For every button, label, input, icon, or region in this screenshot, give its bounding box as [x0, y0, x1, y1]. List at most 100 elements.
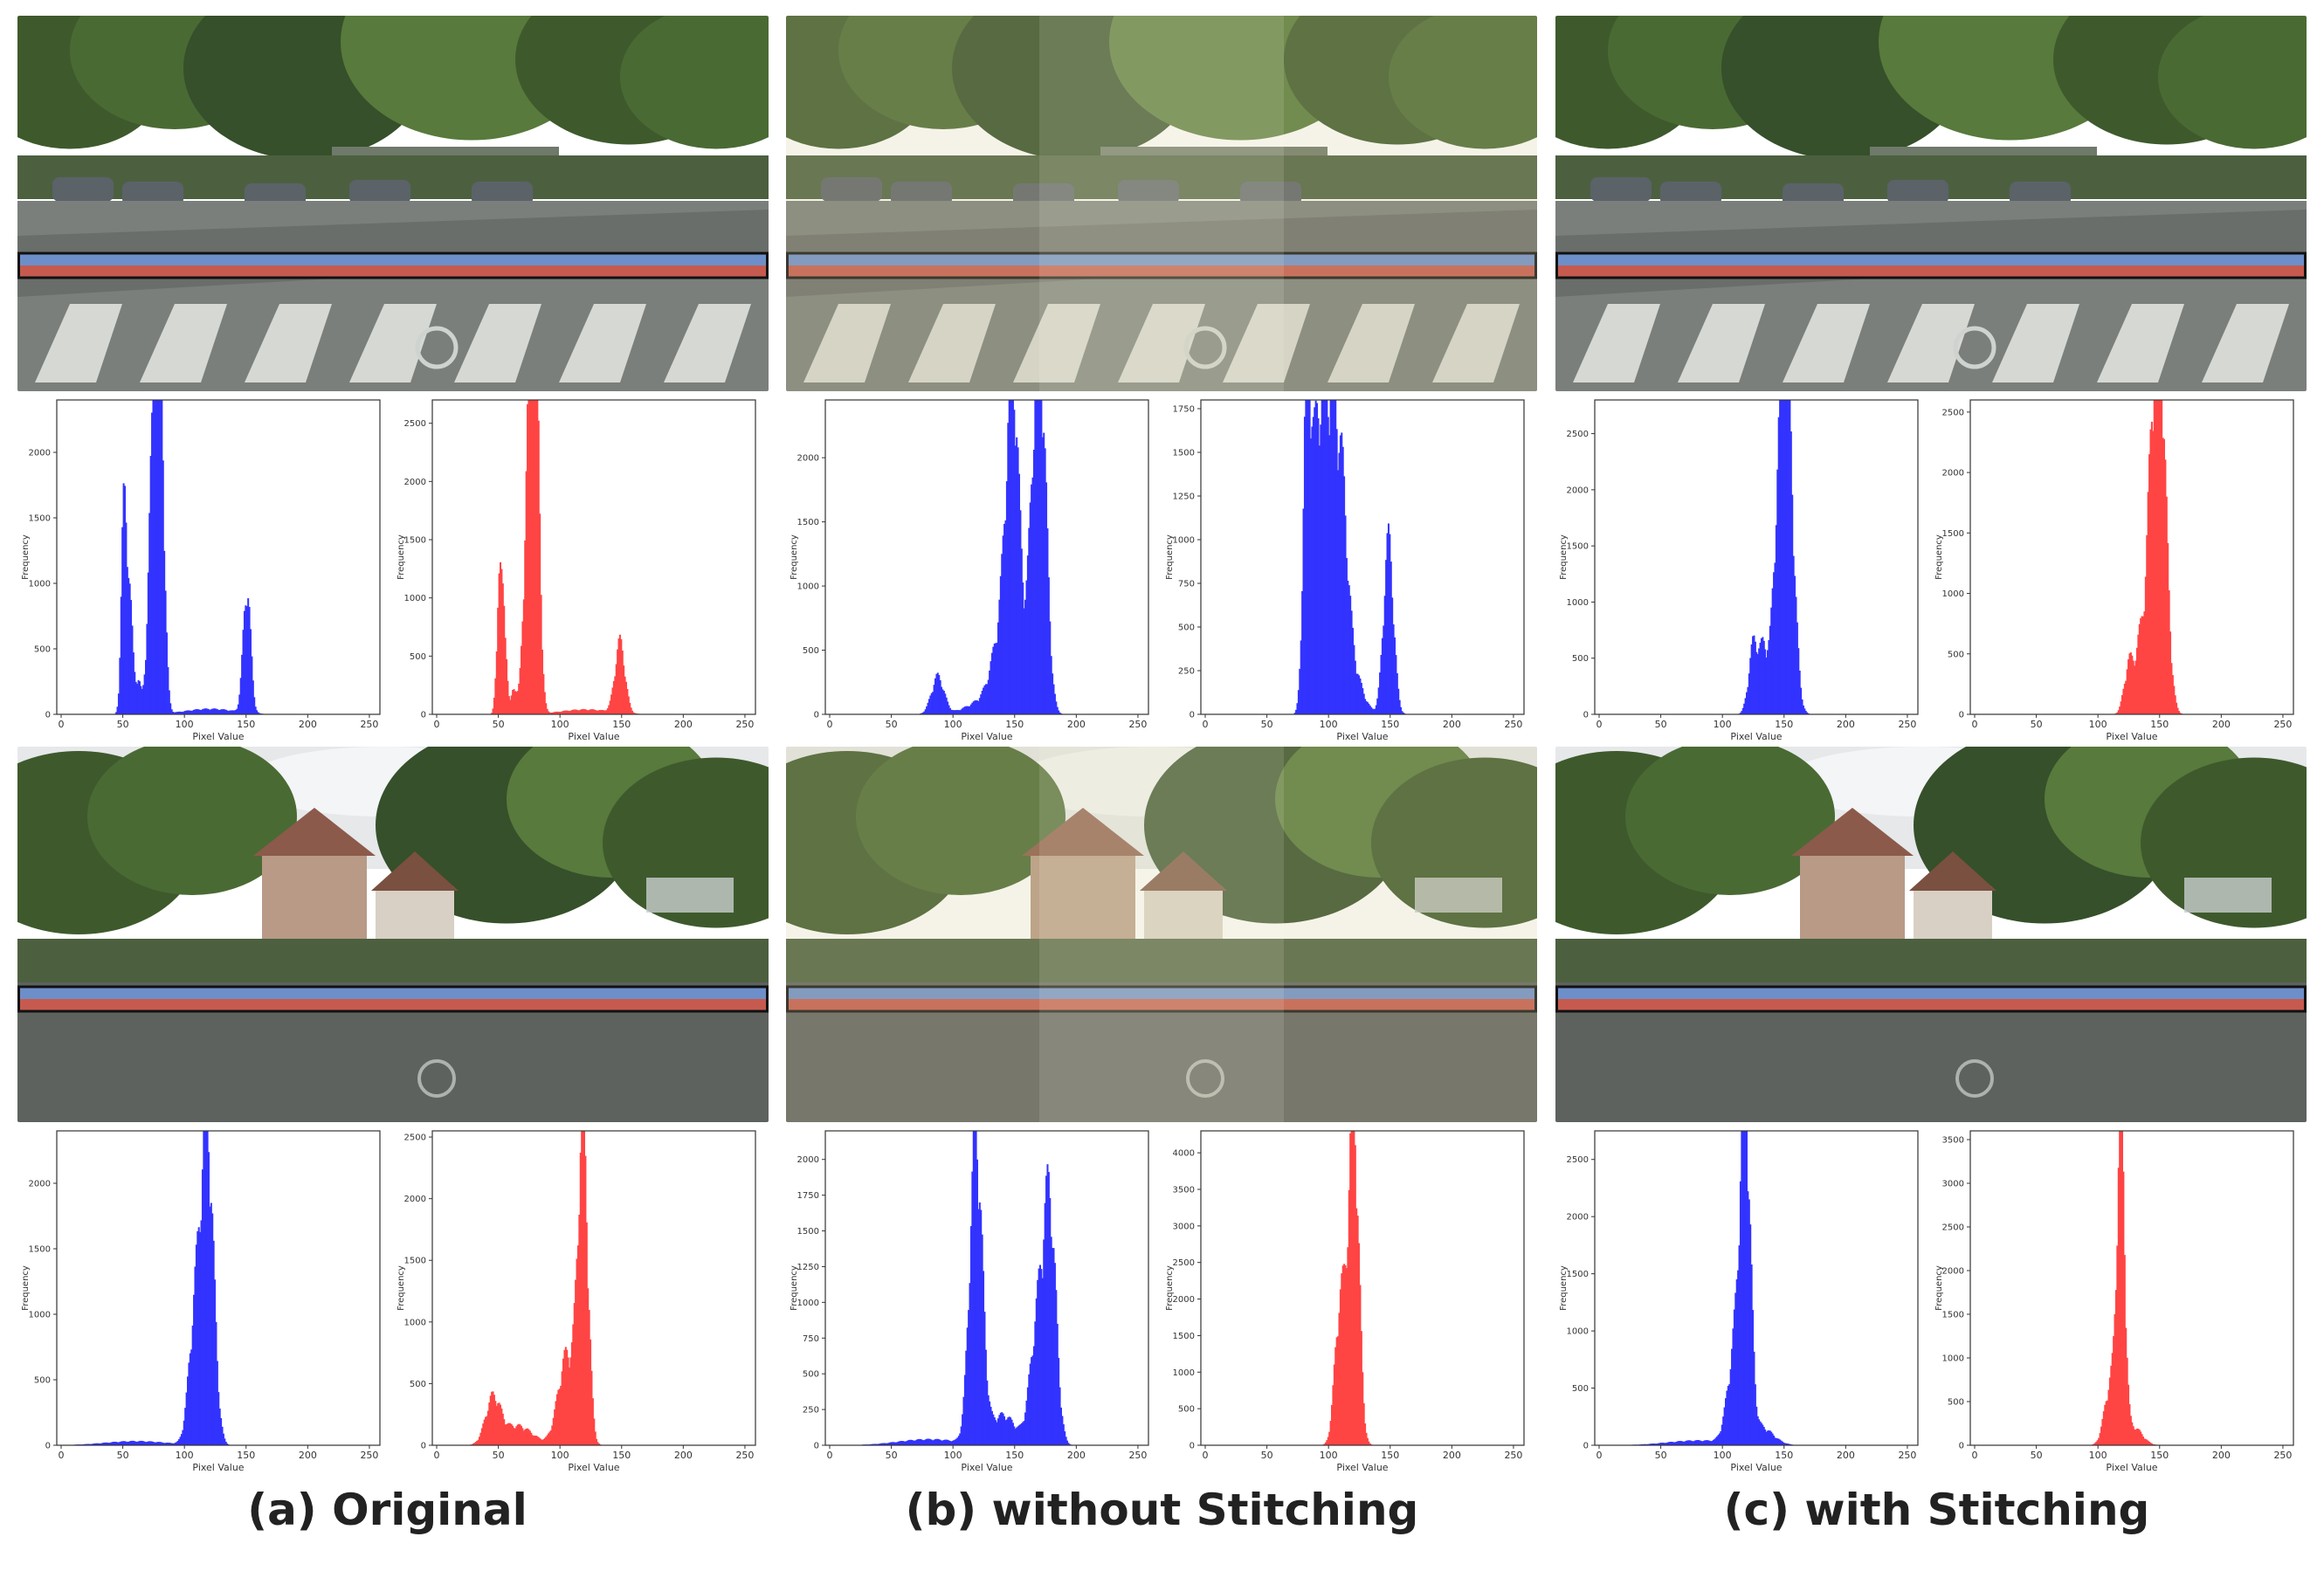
histogram-bar: [199, 709, 202, 714]
histogram-bar: [1010, 400, 1013, 714]
x-axis-label: Pixel Value: [961, 1462, 1012, 1473]
histogram-bar: [521, 1425, 523, 1445]
histogram-bar: [2141, 1434, 2143, 1445]
histogram-bar: [125, 1441, 128, 1445]
x-tick-label: 100: [551, 1450, 569, 1461]
histogram-bar: [2170, 663, 2173, 714]
histogram-bar: [120, 596, 122, 714]
histogram-bar: [948, 1441, 951, 1445]
histogram-bar: [2146, 534, 2148, 714]
x-tick-label: 50: [1655, 1450, 1667, 1461]
histogram-bar: [2096, 1440, 2099, 1445]
plot-frame: [56, 399, 381, 715]
histogram-bar: [1654, 1444, 1657, 1445]
y-axis-label: Frequency: [1934, 1265, 1944, 1311]
histogram-bar: [942, 1439, 945, 1445]
x-tick-label: 50: [2031, 1450, 2043, 1461]
histogram-bar: [229, 710, 231, 714]
histogram-bar: [1058, 710, 1060, 714]
histogram-bar: [491, 713, 493, 714]
histogram-bar: [86, 1444, 89, 1445]
histogram-bar: [2132, 660, 2134, 714]
histogram-bar: [221, 1426, 224, 1445]
histogram-bar: [215, 708, 217, 714]
histogram-bar: [1317, 418, 1320, 714]
histogram-bar: [962, 708, 964, 714]
histogram-bar: [256, 710, 259, 714]
histogram-bar: [1721, 1424, 1723, 1445]
histogram-bar: [1068, 1444, 1071, 1445]
histogram-bar: [1647, 1444, 1650, 1445]
histogram-bar: [887, 1443, 890, 1445]
histogram-bar: [572, 709, 575, 714]
histogram-bar: [2102, 1411, 2105, 1445]
histogram-bar: [1768, 640, 1770, 714]
histogram-bar: [1788, 1444, 1790, 1445]
histogram-bar: [212, 1240, 215, 1445]
histogram-bar: [596, 710, 598, 714]
y-tick-label: 1500: [1173, 1332, 1195, 1341]
histogram-bar: [1062, 1423, 1065, 1445]
histogram-bar: [554, 1409, 556, 1445]
histogram-bar: [522, 1430, 525, 1445]
histogram-bar: [1785, 400, 1788, 714]
histogram-bar: [1728, 1384, 1731, 1445]
histogram-bar: [189, 1353, 191, 1445]
histogram-bar: [1746, 692, 1748, 714]
histogram-bar: [893, 1442, 895, 1445]
histogram-bar: [1735, 1279, 1738, 1445]
histogram-bar: [161, 400, 163, 714]
histogram-bar: [888, 1442, 891, 1445]
histogram-bar: [1779, 400, 1782, 714]
histogram-bar: [2141, 616, 2143, 714]
histogram-bar: [1760, 1423, 1762, 1445]
histogram-bar: [528, 400, 531, 714]
x-tick-label: 100: [176, 719, 194, 730]
histogram-bar: [173, 1443, 176, 1445]
histogram-bar: [551, 712, 554, 714]
x-tick-label: 200: [1067, 1450, 1086, 1461]
y-axis-label: Frequency: [1165, 1265, 1175, 1311]
histogram-bar: [1344, 1264, 1347, 1445]
plot-frame: [56, 1130, 381, 1446]
histogram-bar: [1341, 432, 1343, 714]
x-tick-label: 250: [360, 1450, 378, 1461]
histogram-bar: [482, 1423, 485, 1445]
histogram-bar: [215, 1321, 217, 1445]
histogram-bar: [998, 599, 1001, 714]
histogram-bar: [966, 706, 969, 714]
histogram-bar: [1767, 650, 1769, 714]
histogram-bar: [569, 710, 572, 714]
histogram-bar: [1662, 1443, 1665, 1445]
histogram-bar: [187, 1376, 190, 1445]
histogram-bar: [900, 1441, 903, 1445]
histogram-bar: [2093, 1444, 2095, 1445]
histogram-bar: [987, 679, 990, 714]
histogram-bar: [2134, 665, 2136, 714]
histogram-bar: [233, 710, 236, 714]
histogram-bar: [1750, 644, 1753, 714]
histogram-bar: [992, 646, 995, 714]
histogram-bar: [942, 691, 945, 714]
histogram-bar: [157, 1442, 160, 1445]
histogram-bar: [1043, 432, 1045, 714]
histogram-bar: [119, 658, 121, 714]
histogram-bar: [542, 673, 545, 714]
histogram-bar: [222, 709, 224, 714]
histogram-bar: [1049, 1197, 1052, 1445]
histogram-bar: [549, 1430, 552, 1445]
histogram-bar: [1762, 1427, 1765, 1445]
x-tick-label: 0: [1596, 719, 1603, 730]
histogram-bar: [495, 651, 498, 714]
histogram-bar: [492, 1391, 494, 1445]
scene-c-bottom: [1555, 747, 2307, 1122]
histogram-bar: [1067, 1443, 1070, 1445]
caption-without-stitching: (b) without Stitching: [905, 1485, 1419, 1535]
y-tick-label: 1000: [29, 580, 51, 589]
histogram-bar: [155, 400, 157, 714]
histogram-bar: [1344, 515, 1347, 714]
histogram-bar: [1356, 1216, 1359, 1445]
histogram-bar: [566, 710, 569, 714]
histogram-a2-red: 0 50 100 150 200 250 0 500 1000 1500 2000 2500 Pixel…: [393, 1124, 767, 1473]
histogram-bar: [525, 1428, 528, 1445]
